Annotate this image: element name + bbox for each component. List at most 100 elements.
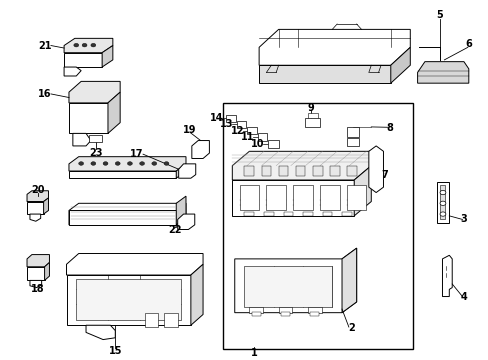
Text: 11: 11 — [241, 132, 254, 142]
Polygon shape — [44, 262, 49, 280]
Bar — [278, 166, 288, 176]
Circle shape — [439, 212, 445, 216]
Text: 2: 2 — [347, 323, 354, 333]
Bar — [346, 166, 356, 176]
Polygon shape — [66, 253, 203, 275]
Text: 22: 22 — [168, 225, 182, 235]
Text: 6: 6 — [465, 39, 471, 49]
Circle shape — [91, 162, 96, 165]
Bar — [257, 133, 267, 140]
Bar — [303, 212, 312, 216]
Polygon shape — [390, 47, 409, 83]
Polygon shape — [232, 151, 370, 180]
Polygon shape — [353, 166, 370, 216]
Bar — [346, 127, 358, 137]
Polygon shape — [69, 81, 120, 103]
Polygon shape — [232, 180, 353, 216]
Polygon shape — [69, 157, 185, 171]
Polygon shape — [442, 255, 451, 297]
Polygon shape — [43, 198, 48, 214]
Text: 18: 18 — [31, 284, 44, 294]
Bar — [267, 140, 278, 148]
Polygon shape — [30, 214, 41, 221]
Polygon shape — [191, 140, 209, 158]
Text: 1: 1 — [250, 348, 257, 358]
Bar — [305, 118, 320, 127]
Circle shape — [74, 43, 79, 47]
Bar — [222, 103, 412, 348]
Polygon shape — [69, 203, 185, 225]
Polygon shape — [30, 280, 41, 288]
Bar — [244, 212, 254, 216]
Text: 15: 15 — [108, 346, 122, 356]
Text: 23: 23 — [89, 148, 102, 158]
Text: 16: 16 — [38, 89, 51, 99]
Bar — [329, 166, 339, 176]
Bar — [239, 185, 259, 211]
Bar — [295, 166, 305, 176]
Polygon shape — [102, 45, 113, 67]
Bar — [89, 135, 102, 142]
Circle shape — [91, 43, 96, 47]
Circle shape — [115, 162, 120, 165]
Polygon shape — [234, 248, 356, 313]
Bar — [322, 212, 331, 216]
Polygon shape — [176, 164, 185, 178]
Bar — [439, 185, 444, 220]
Circle shape — [439, 190, 445, 195]
Bar — [307, 307, 321, 313]
Bar — [236, 121, 246, 128]
Bar — [346, 185, 366, 211]
Bar — [225, 115, 235, 122]
Circle shape — [103, 162, 108, 165]
Bar — [307, 113, 317, 118]
Circle shape — [439, 201, 445, 206]
Circle shape — [152, 162, 157, 165]
Bar — [320, 185, 339, 211]
Bar — [244, 266, 331, 307]
Bar — [278, 307, 292, 313]
Polygon shape — [341, 248, 356, 313]
Circle shape — [140, 162, 144, 165]
Polygon shape — [368, 146, 383, 193]
Text: 8: 8 — [386, 123, 392, 133]
Polygon shape — [177, 214, 194, 229]
Polygon shape — [178, 164, 195, 178]
Text: 21: 21 — [38, 41, 51, 50]
Polygon shape — [66, 275, 190, 325]
Polygon shape — [27, 267, 44, 280]
Text: 19: 19 — [183, 125, 196, 135]
Circle shape — [163, 162, 168, 165]
Polygon shape — [69, 171, 176, 178]
Text: 14: 14 — [209, 113, 223, 123]
Text: 12: 12 — [230, 126, 244, 135]
Polygon shape — [27, 255, 49, 267]
Bar — [293, 185, 312, 211]
Bar — [244, 166, 254, 176]
Polygon shape — [190, 264, 203, 325]
Bar — [144, 313, 158, 327]
Bar — [283, 212, 293, 216]
Polygon shape — [27, 191, 48, 202]
Polygon shape — [259, 30, 409, 65]
Bar — [76, 279, 181, 320]
Polygon shape — [64, 39, 113, 53]
Bar — [249, 307, 263, 313]
Text: 20: 20 — [31, 185, 44, 195]
Polygon shape — [417, 62, 468, 83]
Polygon shape — [259, 65, 390, 83]
Bar — [341, 212, 351, 216]
Polygon shape — [69, 103, 108, 133]
Polygon shape — [108, 92, 120, 133]
Bar — [251, 312, 260, 316]
Polygon shape — [69, 211, 176, 225]
Text: 7: 7 — [381, 170, 387, 180]
Bar — [247, 127, 257, 134]
Polygon shape — [64, 67, 81, 76]
Circle shape — [127, 162, 132, 165]
Circle shape — [82, 43, 87, 47]
Bar — [436, 182, 448, 223]
Bar — [346, 138, 358, 146]
Text: 10: 10 — [251, 139, 264, 149]
Polygon shape — [64, 53, 102, 67]
